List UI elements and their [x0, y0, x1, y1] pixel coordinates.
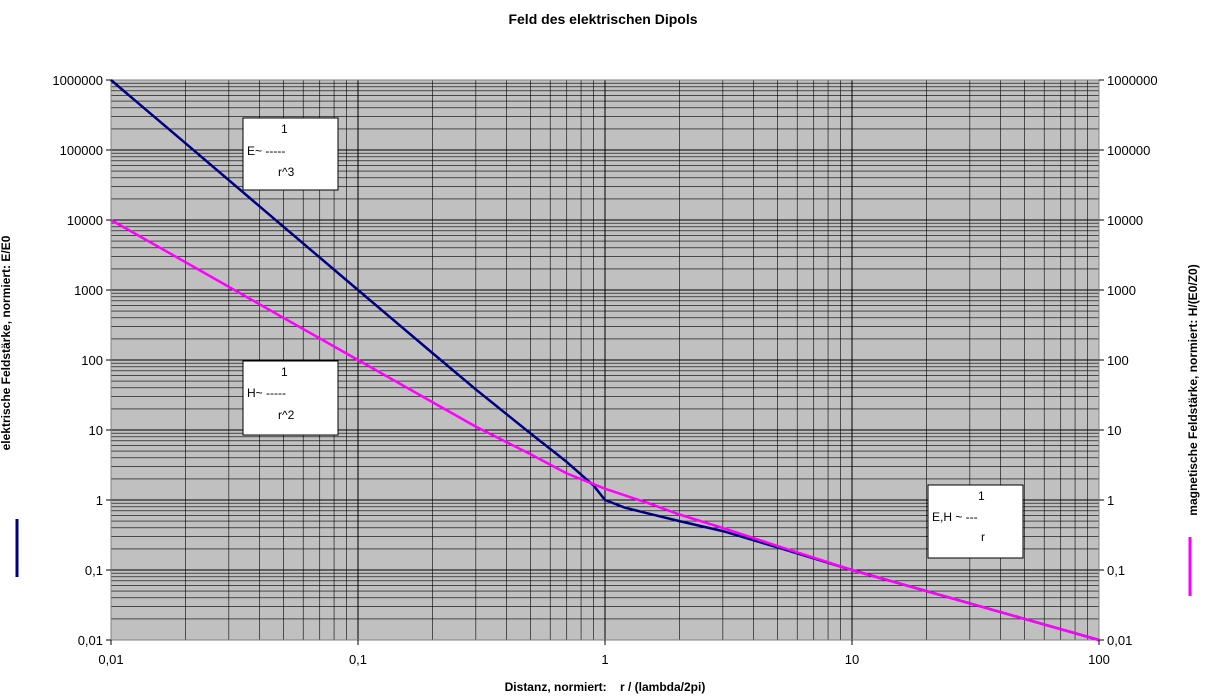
annotation-eh-r-line-2: E,H ~ ---: [932, 510, 978, 524]
y-tick-label-right: 10000: [1107, 213, 1143, 228]
annotation-h-r2-line-2: H~ -----: [247, 386, 286, 400]
y-tick-label-right: 0,1: [1107, 563, 1125, 578]
y-tick-label-left: 10: [89, 423, 103, 438]
x-tick-label: 0,1: [349, 652, 367, 667]
annotation-eh-r: 1 E,H ~ --- r: [927, 484, 1024, 559]
annotation-e-r3-line-1: 1: [281, 122, 288, 136]
y-tick-label-left: 1: [96, 493, 103, 508]
series-line-2: [110, 218, 1100, 642]
x-tick-label: 100: [1088, 652, 1110, 667]
y-tick-label-right: 1000000: [1107, 73, 1158, 88]
annotation-e-r3: 1 E~ ----- r^3: [242, 117, 339, 191]
y-tick-label-left: 1000: [74, 283, 103, 298]
annotation-e-r3-line-3: r^3: [278, 165, 295, 179]
x-axis-label: Distanz, normiert: r / (lambda/2pi): [505, 680, 706, 694]
annotation-h-r2-line-3: r^2: [278, 408, 295, 422]
series-layer: [110, 79, 1100, 642]
y-tick-label-right: 1000: [1107, 283, 1136, 298]
y-tick-label-left: 100: [81, 353, 103, 368]
y-tick-label-left: 100000: [60, 143, 103, 158]
y-tick-label-left: 10000: [67, 213, 103, 228]
y-axis-label-left: elektrische Feldstärke, normiert: E/E0: [0, 235, 13, 450]
annotation-e-r3-line-2: E~ -----: [247, 144, 285, 158]
y-tick-label-right: 0,01: [1107, 633, 1132, 648]
y-tick-label-right: 100: [1107, 353, 1129, 368]
y-tick-label-right: 1: [1107, 493, 1114, 508]
y-axis-label-right: magnetische Feldstärke, normiert: H/(E0/…: [1186, 264, 1200, 515]
chart-title: Feld des elektrischen Dipols: [508, 11, 697, 27]
annotation-eh-r-line-1: 1: [978, 489, 985, 503]
y-tick-label-left: 0,01: [78, 633, 103, 648]
ticks-layer: 0,01 0,1 1 10 100 0,01 0,01 0,1 0,1 1 1 10 10 100 100 1…: [52, 73, 1157, 667]
x-tick-label: 0,01: [98, 652, 123, 667]
annotation-h-r2: 1 H~ ----- r^2: [242, 360, 339, 436]
y-tick-label-right: 100000: [1107, 143, 1150, 158]
annotation-eh-r-line-3: r: [981, 530, 985, 544]
y-tick-label-left: 1000000: [52, 73, 103, 88]
annotation-h-r2-line-1: 1: [281, 365, 288, 379]
y-tick-label-left: 0,1: [85, 563, 103, 578]
y-tick-label-right: 10: [1107, 423, 1121, 438]
x-tick-label: 1: [601, 652, 608, 667]
x-tick-label: 10: [845, 652, 859, 667]
